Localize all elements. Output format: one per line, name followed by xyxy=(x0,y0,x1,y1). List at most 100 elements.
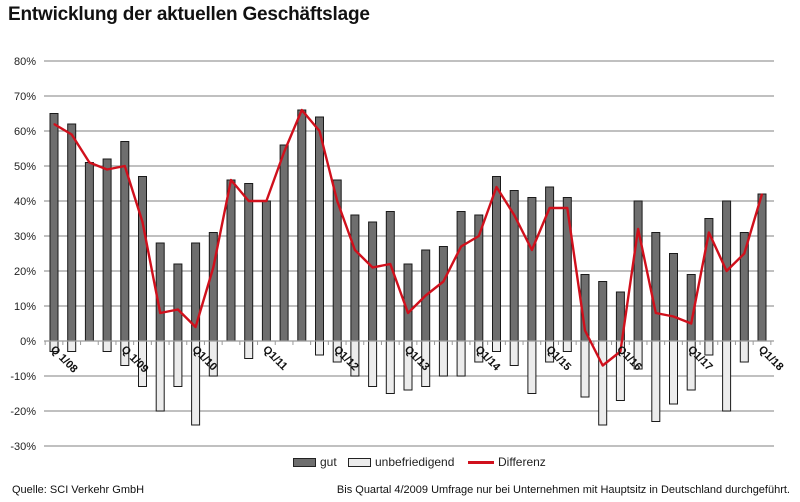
bar-gut xyxy=(368,221,378,342)
differenz-point xyxy=(495,186,498,188)
differenz-point xyxy=(88,161,90,164)
y-axis-labels: 80% 70% 60% 50% 40% 30% 20% 10% 0% -10% -20% -30% xyxy=(10,56,36,453)
bar-unbefriedigend xyxy=(527,340,537,394)
differenz-line-group xyxy=(53,108,764,367)
differenz-point xyxy=(743,252,745,255)
differenz-point xyxy=(726,270,728,272)
bar-gut xyxy=(173,263,183,342)
x-axis xyxy=(44,340,774,345)
bar-unbefriedigend xyxy=(739,340,749,363)
bar-unbefriedigend xyxy=(580,340,590,398)
differenz-point xyxy=(248,200,250,202)
y-tick-label: -30% xyxy=(10,441,36,453)
bar-unbefriedigend xyxy=(704,340,714,356)
bar-line-chart: 80% 70% 60% 50% 40% 30% 20% 10% 0% -10% -20% -30% Q… xyxy=(10,56,785,453)
legend-item-differenz: Differenz xyxy=(468,455,546,469)
legend-label-differenz: Differenz xyxy=(498,455,546,469)
bar-unbefriedigend xyxy=(598,340,608,426)
bar-gut xyxy=(757,193,767,342)
bar-unbefriedigend xyxy=(155,340,165,412)
differenz-point xyxy=(708,231,710,234)
bar-gut xyxy=(138,176,147,342)
differenz-point xyxy=(425,294,427,297)
bar-unbefriedigend xyxy=(438,340,448,377)
bar-gut xyxy=(669,253,678,342)
bar-gut xyxy=(315,116,324,342)
bar-unbefriedigend xyxy=(492,340,501,352)
differenz-point xyxy=(53,123,55,125)
bar-unbefriedigend xyxy=(722,340,732,412)
bar-gut xyxy=(279,144,289,342)
y-tick-label: 70% xyxy=(14,91,36,103)
bar-gut xyxy=(226,179,236,342)
legend-swatch-gut xyxy=(293,457,316,467)
legend-label-unbefriedigend: unbefriedigend xyxy=(375,455,455,469)
source-note: Quelle: SCI Verkehr GmbH xyxy=(12,484,145,496)
bar-gut xyxy=(84,162,94,342)
y-tick-label: 40% xyxy=(14,196,36,208)
differenz-point xyxy=(265,200,267,202)
y-tick-label: 80% xyxy=(14,56,36,68)
survey-note: Bis Quartal 4/2009 Umfrage nur bei Unter… xyxy=(336,484,790,496)
y-tick-label: 20% xyxy=(14,266,36,278)
legend-item-unbefriedigend: unbefriedigend xyxy=(348,455,454,469)
x-tick-label: Q1/11 xyxy=(260,344,289,373)
bar-unbefriedigend xyxy=(67,340,77,352)
differenz-point xyxy=(141,221,144,223)
bar-unbefriedigend xyxy=(562,340,572,352)
bar-unbefriedigend xyxy=(385,340,395,394)
bar-gut xyxy=(651,232,661,342)
bar-gut xyxy=(297,109,307,342)
bar-gut xyxy=(155,242,165,342)
differenz-point xyxy=(283,151,285,153)
y-tick-label: 50% xyxy=(14,161,36,173)
bar-unbefriedigend xyxy=(102,340,112,352)
y-tick-label: 10% xyxy=(14,301,36,313)
differenz-point xyxy=(71,133,73,136)
bar-gut xyxy=(350,214,360,342)
differenz-point xyxy=(672,315,675,318)
bar-unbefriedigend xyxy=(368,340,378,387)
differenz-point xyxy=(619,350,622,353)
differenz-point xyxy=(761,193,763,195)
bar-gut xyxy=(739,232,749,342)
bar-gut xyxy=(456,211,466,342)
differenz-point xyxy=(318,130,321,132)
y-tick-label: 60% xyxy=(14,126,36,138)
y-tick-label: 30% xyxy=(14,231,36,243)
differenz-point xyxy=(478,235,480,237)
differenz-point xyxy=(602,364,604,367)
differenz-point xyxy=(442,280,444,283)
bar-gut xyxy=(67,123,77,342)
bar-gut xyxy=(261,200,271,342)
y-tick-label: -20% xyxy=(10,406,36,418)
bar-unbefriedigend xyxy=(669,340,678,405)
bar-unbefriedigend xyxy=(315,340,324,356)
differenz-point xyxy=(549,207,551,209)
differenz-point xyxy=(566,207,568,209)
bar-gut xyxy=(102,158,112,342)
bar-unbefriedigend xyxy=(244,340,254,359)
differenz-point xyxy=(336,200,338,202)
differenz-point xyxy=(124,165,126,167)
differenz-point xyxy=(637,228,639,230)
legend-swatch-differenz xyxy=(468,460,494,464)
bar-unbefriedigend xyxy=(173,340,183,387)
differenz-point xyxy=(195,326,197,328)
bar-gut xyxy=(49,113,59,342)
legend-item-gut: gut xyxy=(293,455,337,469)
differenz-point xyxy=(177,308,179,311)
y-tick-label: 0% xyxy=(20,336,36,348)
legend-label-gut: gut xyxy=(320,455,337,469)
bar-unbefriedigend xyxy=(651,340,661,422)
bar-gut xyxy=(492,176,501,342)
differenz-point xyxy=(212,266,214,269)
differenz-point xyxy=(655,312,657,314)
bars xyxy=(49,109,767,426)
bar-gut xyxy=(527,197,537,342)
differenz-point xyxy=(159,312,161,314)
differenz-point xyxy=(531,249,533,251)
legend-swatch-unbefriedigend xyxy=(348,457,371,467)
bar-gut xyxy=(633,200,643,342)
bar-unbefriedigend xyxy=(456,340,466,377)
